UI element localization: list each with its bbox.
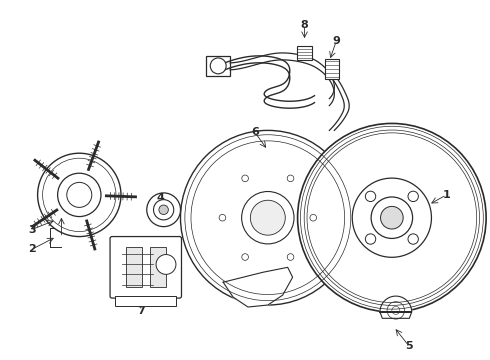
Circle shape [371, 197, 413, 238]
Text: 2: 2 [28, 244, 36, 255]
Circle shape [310, 215, 317, 221]
Polygon shape [380, 296, 412, 318]
Bar [116, 296, 176, 306]
Bar [150, 247, 166, 288]
Circle shape [381, 206, 403, 229]
Circle shape [352, 178, 432, 257]
Polygon shape [223, 267, 293, 307]
Text: 7: 7 [137, 306, 145, 316]
Text: 3: 3 [28, 225, 35, 235]
Circle shape [242, 254, 248, 260]
Circle shape [180, 130, 355, 305]
Circle shape [287, 175, 294, 182]
Text: 9: 9 [332, 36, 340, 46]
Text: 4: 4 [157, 193, 165, 203]
Circle shape [38, 153, 121, 237]
Bar [126, 247, 142, 288]
Circle shape [219, 215, 226, 221]
Circle shape [159, 205, 169, 215]
Circle shape [242, 175, 248, 182]
Circle shape [287, 254, 294, 260]
Circle shape [58, 173, 101, 217]
Bar [206, 56, 230, 76]
Bar [296, 46, 313, 60]
Text: 8: 8 [301, 20, 308, 30]
Text: 5: 5 [405, 341, 413, 351]
Circle shape [67, 183, 92, 207]
Circle shape [297, 123, 486, 312]
Circle shape [242, 192, 294, 244]
Circle shape [250, 200, 285, 235]
FancyBboxPatch shape [110, 237, 181, 298]
Text: 1: 1 [442, 190, 450, 200]
Circle shape [153, 200, 174, 220]
Circle shape [156, 255, 176, 274]
Circle shape [147, 193, 180, 227]
Text: 6: 6 [251, 127, 259, 138]
Circle shape [210, 58, 226, 74]
Circle shape [366, 191, 376, 202]
Circle shape [408, 191, 418, 202]
Circle shape [408, 234, 418, 244]
Circle shape [366, 234, 376, 244]
Bar [325, 59, 339, 79]
